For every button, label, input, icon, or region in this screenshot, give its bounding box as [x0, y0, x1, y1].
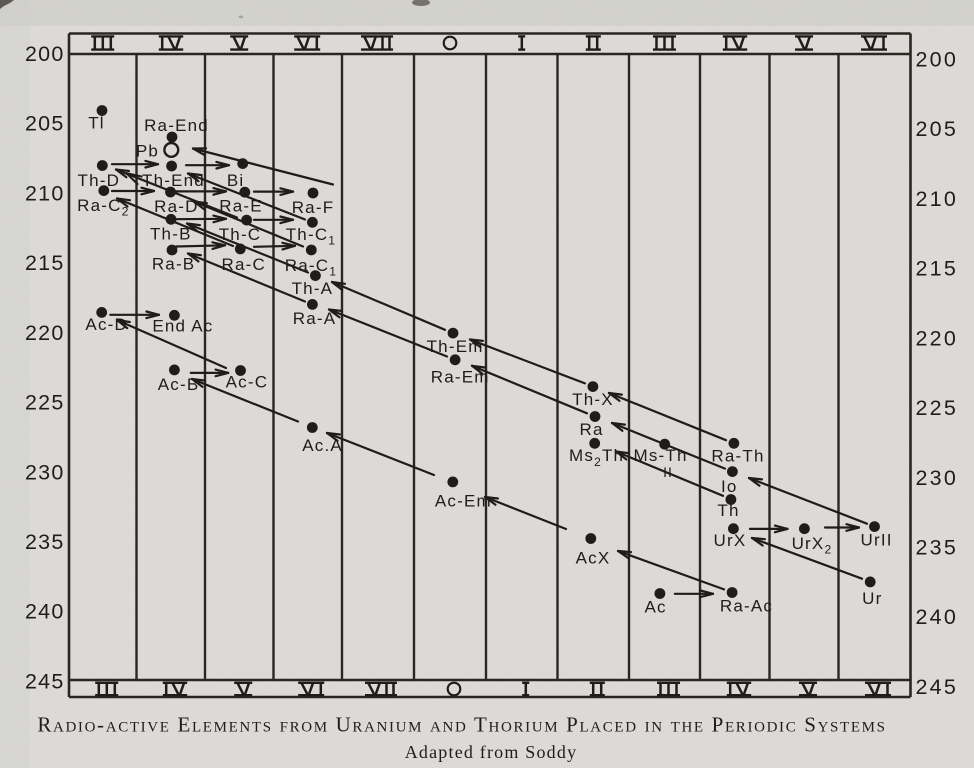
svg-text:Ra-Ac: Ra-Ac [720, 597, 773, 616]
svg-text:245: 245 [25, 670, 64, 694]
svg-text:200: 200 [25, 42, 64, 66]
svg-text:Ra-A: Ra-A [293, 309, 337, 328]
svg-text:210: 210 [25, 181, 64, 205]
svg-text:Th-A: Th-A [292, 279, 334, 298]
svg-text:Radio-active Elements from Ura: Radio-active Elements from Uranium and T… [37, 713, 886, 737]
svg-text:Pb: Pb [136, 142, 159, 161]
svg-text:240: 240 [916, 605, 958, 629]
svg-text:200: 200 [916, 47, 958, 71]
svg-text:Ra-F: Ra-F [292, 198, 335, 217]
svg-text:Ra-C2: Ra-C2 [77, 196, 129, 219]
svg-text:215: 215 [25, 251, 64, 275]
svg-text:Ra-D: Ra-D [154, 197, 198, 216]
svg-text:Th-Em: Th-Em [427, 337, 484, 356]
svg-text:Ra: Ra [580, 420, 604, 439]
svg-text:205: 205 [25, 112, 64, 136]
svg-text:210: 210 [916, 187, 958, 211]
svg-text:Ur: Ur [862, 589, 882, 608]
svg-text:Ra-C1: Ra-C1 [285, 256, 337, 279]
svg-text:Bi: Bi [227, 171, 245, 190]
svg-text:225: 225 [25, 391, 64, 415]
svg-text:Tl: Tl [88, 114, 105, 133]
svg-text:230: 230 [916, 466, 958, 490]
svg-text:Ra-Em: Ra-Em [431, 368, 490, 387]
svg-text:Th-C: Th-C [219, 225, 262, 244]
svg-text:220: 220 [25, 321, 64, 345]
svg-text:215: 215 [916, 257, 958, 281]
svg-text:Ra-C: Ra-C [222, 255, 266, 274]
svg-text:240: 240 [25, 600, 64, 624]
svg-text:Ra-E: Ra-E [219, 197, 263, 216]
svg-text:Ac-B: Ac-B [158, 375, 200, 394]
svg-text:Th-C1: Th-C1 [286, 225, 337, 248]
svg-text:AcX: AcX [576, 549, 611, 568]
svg-text:UrX2: UrX2 [792, 534, 833, 557]
svg-text:Ra-End: Ra-End [144, 116, 209, 135]
svg-text:225: 225 [916, 396, 958, 420]
svg-text:Th: Th [717, 501, 739, 520]
svg-text:235: 235 [25, 530, 64, 554]
svg-text:Ra-B: Ra-B [152, 255, 196, 274]
svg-text:Ra-Th: Ra-Th [711, 447, 764, 466]
svg-text:220: 220 [916, 326, 958, 350]
svg-text:Th-D: Th-D [78, 171, 121, 190]
svg-text:Ac.A: Ac.A [302, 436, 343, 455]
svg-text:Th-B: Th-B [150, 225, 192, 244]
svg-text:Th-X: Th-X [572, 390, 614, 409]
svg-text:Ms-Th: Ms-Th [634, 446, 688, 465]
svg-text:235: 235 [916, 536, 958, 560]
svg-text:Ac-C: Ac-C [226, 373, 269, 392]
svg-text:Ac-Em: Ac-Em [435, 492, 492, 511]
svg-text:UrII: UrII [861, 531, 893, 550]
svg-text:Io: Io [721, 477, 738, 496]
svg-text:Ac: Ac [644, 598, 666, 617]
svg-text:Adapted from Soddy: Adapted from Soddy [405, 742, 578, 762]
svg-text:245: 245 [916, 675, 958, 699]
svg-text:End Ac: End Ac [152, 317, 213, 336]
svg-text:230: 230 [25, 460, 64, 484]
svg-text:205: 205 [916, 117, 958, 141]
svg-text:UrX: UrX [714, 531, 747, 550]
